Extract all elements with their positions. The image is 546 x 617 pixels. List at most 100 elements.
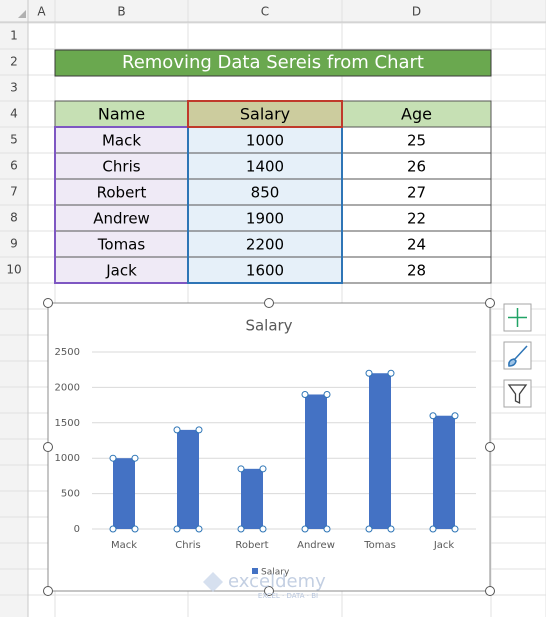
watermark-tagline: EXCEL · DATA · BI <box>258 592 318 600</box>
cell-text: 27 <box>407 184 426 202</box>
column-header-bar <box>0 0 546 22</box>
resize-handle[interactable] <box>485 586 495 596</box>
row-header[interactable]: 10 <box>6 263 21 277</box>
cell-text: 28 <box>407 262 426 280</box>
bar[interactable] <box>433 415 455 529</box>
row-header[interactable]: 5 <box>10 133 18 147</box>
resize-handle[interactable] <box>43 586 53 596</box>
cell-text: 24 <box>407 236 426 254</box>
bar[interactable] <box>369 373 391 529</box>
row-header[interactable]: 3 <box>10 81 18 95</box>
bar[interactable] <box>113 458 135 529</box>
cell-text: Mack <box>102 132 141 150</box>
resize-handle[interactable] <box>43 298 53 308</box>
chart-filters-button[interactable] <box>503 379 532 408</box>
resize-handle[interactable] <box>264 586 274 596</box>
selection-handle <box>301 525 309 533</box>
row-header[interactable]: 4 <box>10 107 18 121</box>
column-header[interactable]: B <box>117 5 125 19</box>
selection-handle <box>387 369 395 377</box>
y-tick-label: 1000 <box>55 453 80 464</box>
cell-text: 25 <box>407 132 426 150</box>
selection-handle <box>237 525 245 533</box>
column-header[interactable]: D <box>412 5 421 19</box>
bar[interactable] <box>305 394 327 529</box>
row-header[interactable]: 7 <box>10 185 18 199</box>
column-header[interactable]: C <box>261 5 269 19</box>
chart-area <box>47 302 491 592</box>
selection-handle <box>195 426 203 434</box>
cell-text: 1400 <box>246 158 284 176</box>
y-tick-label: 2000 <box>55 382 80 393</box>
selection-handle <box>259 525 267 533</box>
selection-handle <box>429 412 437 420</box>
selection-handle <box>109 454 117 462</box>
chart[interactable]: Salary 0 500 1000 1500 2000 2500 Mack Chris Rober… <box>43 298 495 601</box>
y-tick-label: 1500 <box>55 418 80 429</box>
y-tick-label: 0 <box>74 524 80 535</box>
select-all[interactable] <box>18 10 26 18</box>
table-cell[interactable] <box>187 256 343 284</box>
table-cell[interactable] <box>54 178 189 206</box>
bar[interactable] <box>241 468 263 529</box>
cell-text: 22 <box>407 210 426 228</box>
x-tick-label: Tomas <box>363 540 396 551</box>
selection-handle <box>195 525 203 533</box>
table-cell[interactable] <box>54 204 189 232</box>
selection-handle <box>259 465 267 473</box>
row-header[interactable]: 8 <box>10 211 18 225</box>
sheet-content: A B C D 1 2 3 4 5 6 7 8 9 10 Removing Data Sereis from… <box>6 5 492 284</box>
resize-handle[interactable] <box>43 442 53 452</box>
bar[interactable] <box>177 429 199 529</box>
row-header[interactable]: 1 <box>10 29 18 43</box>
selection-handle <box>323 525 331 533</box>
header-text: Name <box>98 105 145 124</box>
x-tick-label: Robert <box>235 540 268 551</box>
chart-title: Salary <box>245 317 292 335</box>
cell-text: 2200 <box>246 236 284 254</box>
row-header[interactable]: 9 <box>10 237 18 251</box>
header-cell[interactable] <box>54 100 189 128</box>
row-header[interactable]: 2 <box>10 55 18 69</box>
selection-handle <box>451 412 459 420</box>
resize-handle[interactable] <box>264 298 274 308</box>
selection-handle <box>429 525 437 533</box>
header-text: Age <box>401 105 432 124</box>
chart-tools <box>503 303 532 408</box>
header-cell[interactable] <box>187 100 343 128</box>
header-cell[interactable] <box>341 100 492 128</box>
resize-handle[interactable] <box>485 298 495 308</box>
cell-text: 1900 <box>246 210 284 228</box>
legend-label[interactable]: Salary <box>261 568 290 578</box>
table-cell[interactable] <box>341 256 492 284</box>
cell-text: Tomas <box>97 236 146 254</box>
cell-text: 850 <box>251 184 280 202</box>
selection-handle <box>109 525 117 533</box>
cell-text: 1000 <box>246 132 284 150</box>
y-tick-label: 2500 <box>55 347 80 358</box>
column-header[interactable]: A <box>37 5 46 19</box>
y-tick-label: 500 <box>61 489 80 500</box>
x-tick-label: Mack <box>111 540 137 551</box>
x-tick-label: Chris <box>175 540 200 551</box>
selection-handle <box>173 426 181 434</box>
cell-text: Chris <box>102 158 140 176</box>
selection-handle <box>387 525 395 533</box>
title: Removing Data Sereis from Chart <box>122 52 424 73</box>
cell-text: 1600 <box>246 262 284 280</box>
row-header[interactable]: 6 <box>10 159 18 173</box>
watermark-logo <box>203 572 223 592</box>
legend-swatch <box>252 568 258 574</box>
selection-handle <box>131 454 139 462</box>
selection-handle <box>365 525 373 533</box>
selection-handle <box>301 390 309 398</box>
selection-handle <box>451 525 459 533</box>
selection-handle <box>323 390 331 398</box>
filter-icon <box>507 384 528 405</box>
plus-icon <box>508 308 527 327</box>
selection-handle <box>131 525 139 533</box>
cell-text: Andrew <box>93 210 150 228</box>
resize-handle[interactable] <box>485 442 495 452</box>
watermark-brand: exceldemy <box>228 571 326 592</box>
cell-text: 26 <box>407 158 426 176</box>
